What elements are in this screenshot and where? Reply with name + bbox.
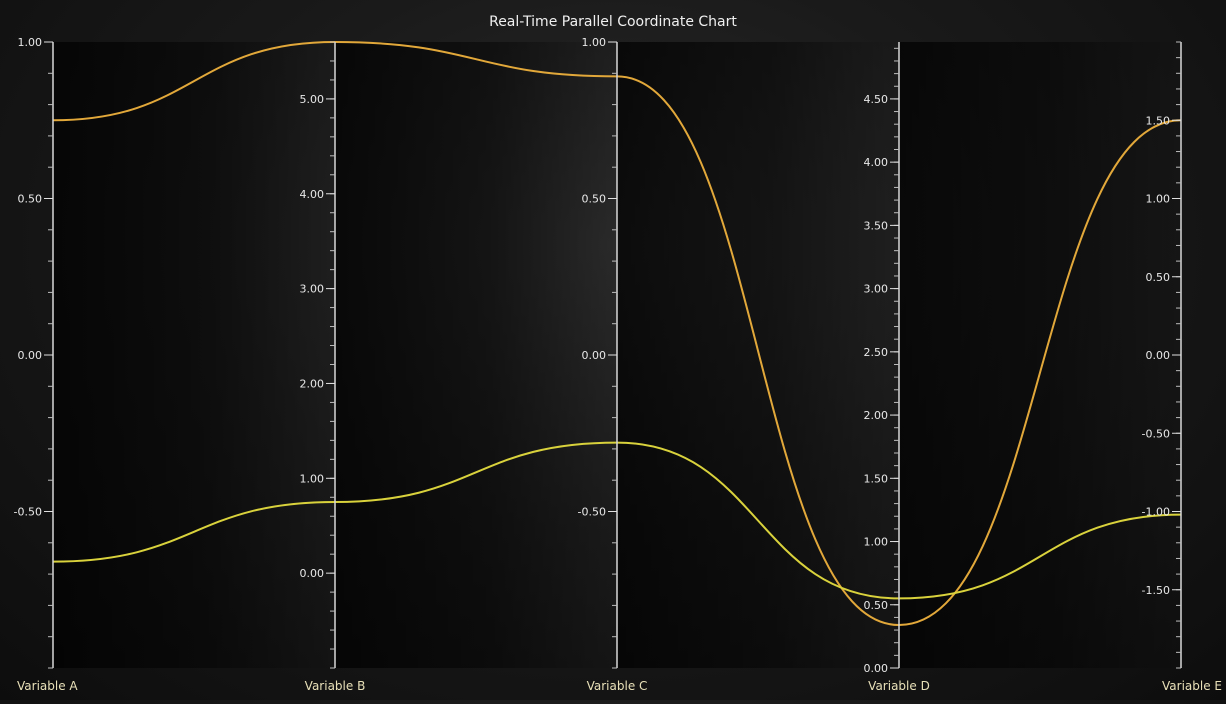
tick-label: 1.00 xyxy=(582,36,607,49)
axis-band xyxy=(335,42,617,668)
tick-label: 1.50 xyxy=(1146,114,1171,127)
tick-label: 0.00 xyxy=(1146,349,1171,362)
tick-label: -0.50 xyxy=(1142,427,1170,440)
tick-label: 1.00 xyxy=(300,472,325,485)
series-line-2 xyxy=(52,441,1182,600)
tick-label: 1.00 xyxy=(864,536,889,549)
tick-label: 2.00 xyxy=(300,377,325,390)
tick-label: 0.00 xyxy=(864,662,889,675)
axis-band xyxy=(899,42,1181,668)
tick-label: 4.50 xyxy=(864,93,889,106)
series-line-1 xyxy=(52,40,1182,627)
axis-5: 1.50 1.00 0.50 0.00 -0.50 -1.00 -1.50 Variable … xyxy=(1142,41,1222,693)
tick-label: 0.50 xyxy=(1146,271,1171,284)
axis-title: Variable E xyxy=(1162,679,1222,693)
tick-label: 3.50 xyxy=(864,219,889,232)
tick-label: 2.50 xyxy=(864,346,889,359)
tick-label: -1.00 xyxy=(1142,506,1170,519)
axis-1: 1.00 0.50 0.00 -0.50 Variable A xyxy=(14,36,79,693)
tick-label: 3.00 xyxy=(864,283,889,296)
tick-label: 1.00 xyxy=(18,36,43,49)
tick-label: 0.50 xyxy=(864,599,889,612)
tick-label: 0.50 xyxy=(18,193,43,206)
axis-4: 4.50 4.00 3.50 3.00 2.50 2.00 1.50 1.00 0.50 0.00… xyxy=(864,42,930,693)
tick-label: 3.00 xyxy=(300,283,325,296)
tick-label: -0.50 xyxy=(578,506,606,519)
axis-title: Variable A xyxy=(17,679,78,693)
tick-label: 1.00 xyxy=(1146,193,1171,206)
axis-2: 5.00 4.00 3.00 2.00 1.00 0.00 Variable B xyxy=(300,41,366,693)
tick-label: 0.00 xyxy=(18,349,43,362)
axis-title: Variable B xyxy=(305,679,366,693)
tick-label: 0.00 xyxy=(582,349,607,362)
tick-label: 1.50 xyxy=(864,472,889,485)
axis-title: Variable D xyxy=(868,679,930,693)
tick-label: -0.50 xyxy=(14,506,42,519)
tick-label: 4.00 xyxy=(300,188,325,201)
axis-3: 1.00 0.50 0.00 -0.50 Variable C xyxy=(578,36,648,693)
tick-label: -1.50 xyxy=(1142,584,1170,597)
tick-label: 4.00 xyxy=(864,156,889,169)
tick-label: 0.50 xyxy=(582,193,607,206)
tick-label: 5.00 xyxy=(300,93,325,106)
tick-label: 0.00 xyxy=(300,567,325,580)
axis-band xyxy=(53,42,335,668)
chart-title: Real-Time Parallel Coordinate Chart xyxy=(489,14,737,30)
axis-band xyxy=(617,42,899,668)
tick-label: 2.00 xyxy=(864,409,889,422)
axis-title: Variable C xyxy=(587,679,648,693)
